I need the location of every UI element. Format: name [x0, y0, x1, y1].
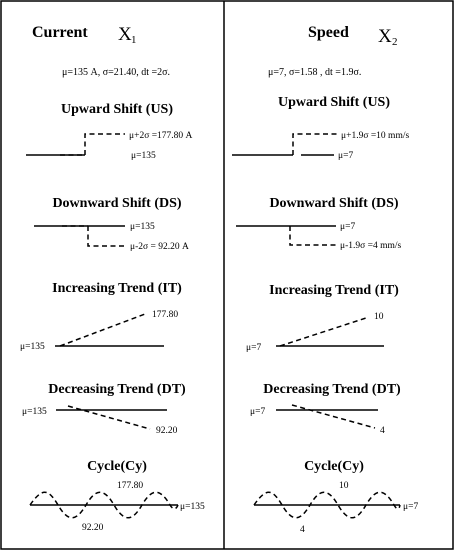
right-dt-base-label: μ=7 — [250, 407, 265, 417]
right-cy-base-label: μ=7 — [403, 502, 418, 512]
right-it-title: Increasing Trend (IT) — [269, 283, 399, 298]
left-it-trend — [59, 313, 146, 347]
left-us-title: Upward Shift (US) — [61, 102, 173, 117]
right-stats: μ=7, σ=1.58 , dt =1.9σ. — [268, 67, 361, 78]
left-dt-title: Decreasing Trend (DT) — [48, 382, 186, 397]
left-symbol: X — [118, 24, 132, 45]
right-cy-wave — [253, 491, 401, 519]
right-ds-title: Downward Shift (DS) — [269, 196, 398, 211]
left-us-high-label: μ+2σ =177.80 A — [129, 131, 193, 141]
right-column: Speed X 2 μ=7, σ=1.58 , dt =1.9σ. Upward… — [232, 24, 418, 535]
left-ds-shift — [87, 226, 125, 247]
left-cy-wave — [29, 491, 179, 519]
right-us-shift — [292, 133, 338, 155]
right-it-high-label: 10 — [374, 312, 384, 322]
right-ds-shift — [289, 226, 338, 246]
left-cy-low-label: 92.20 — [82, 523, 104, 533]
left-cy-high-label: 177.80 — [117, 481, 143, 491]
right-cy-low-label: 4 — [300, 525, 305, 535]
right-us-base-label: μ=7 — [338, 151, 353, 161]
left-us-base-label: μ=135 — [131, 151, 156, 161]
left-stats: μ=135 A, σ=21.40, dt =2σ. — [62, 67, 170, 78]
right-cy-high-label: 10 — [339, 481, 349, 491]
right-us-high-label: μ+1.9σ =10 mm/s — [341, 131, 409, 141]
left-title: Current — [32, 24, 88, 41]
right-dt-low-label: 4 — [380, 426, 385, 436]
left-dt-base-label: μ=135 — [22, 407, 47, 417]
left-it-base-label: μ=135 — [20, 342, 45, 352]
left-us-shift — [84, 133, 125, 155]
left-ds-base-label: μ=135 — [130, 222, 155, 232]
right-us-title: Upward Shift (US) — [278, 95, 390, 110]
right-it-base-label: μ=7 — [246, 343, 261, 353]
left-dt-low-label: 92.20 — [156, 426, 178, 436]
right-dt-trend — [291, 404, 376, 429]
right-dt-title: Decreasing Trend (DT) — [263, 382, 401, 397]
right-subscript: 2 — [392, 36, 398, 48]
left-subscript: 1 — [131, 34, 137, 46]
left-it-title: Increasing Trend (IT) — [52, 281, 182, 296]
right-it-trend — [279, 317, 367, 347]
left-it-high-label: 177.80 — [152, 310, 178, 320]
left-column: Current X 1 μ=135 A, σ=21.40, dt =2σ. Up… — [20, 24, 205, 533]
right-cy-title: Cycle(Cy) — [304, 459, 364, 474]
right-title: Speed — [308, 24, 349, 41]
left-dt-trend — [67, 405, 151, 430]
right-symbol: X — [378, 26, 392, 47]
right-ds-base-label: μ=7 — [340, 222, 355, 232]
left-ds-low-label: μ-2σ = 92.20 A — [130, 242, 189, 252]
left-ds-title: Downward Shift (DS) — [52, 196, 181, 211]
left-cy-title: Cycle(Cy) — [87, 459, 147, 474]
right-ds-low-label: μ-1.9σ =4 mm/s — [340, 241, 402, 251]
left-cy-base-label: μ=135 — [180, 502, 205, 512]
